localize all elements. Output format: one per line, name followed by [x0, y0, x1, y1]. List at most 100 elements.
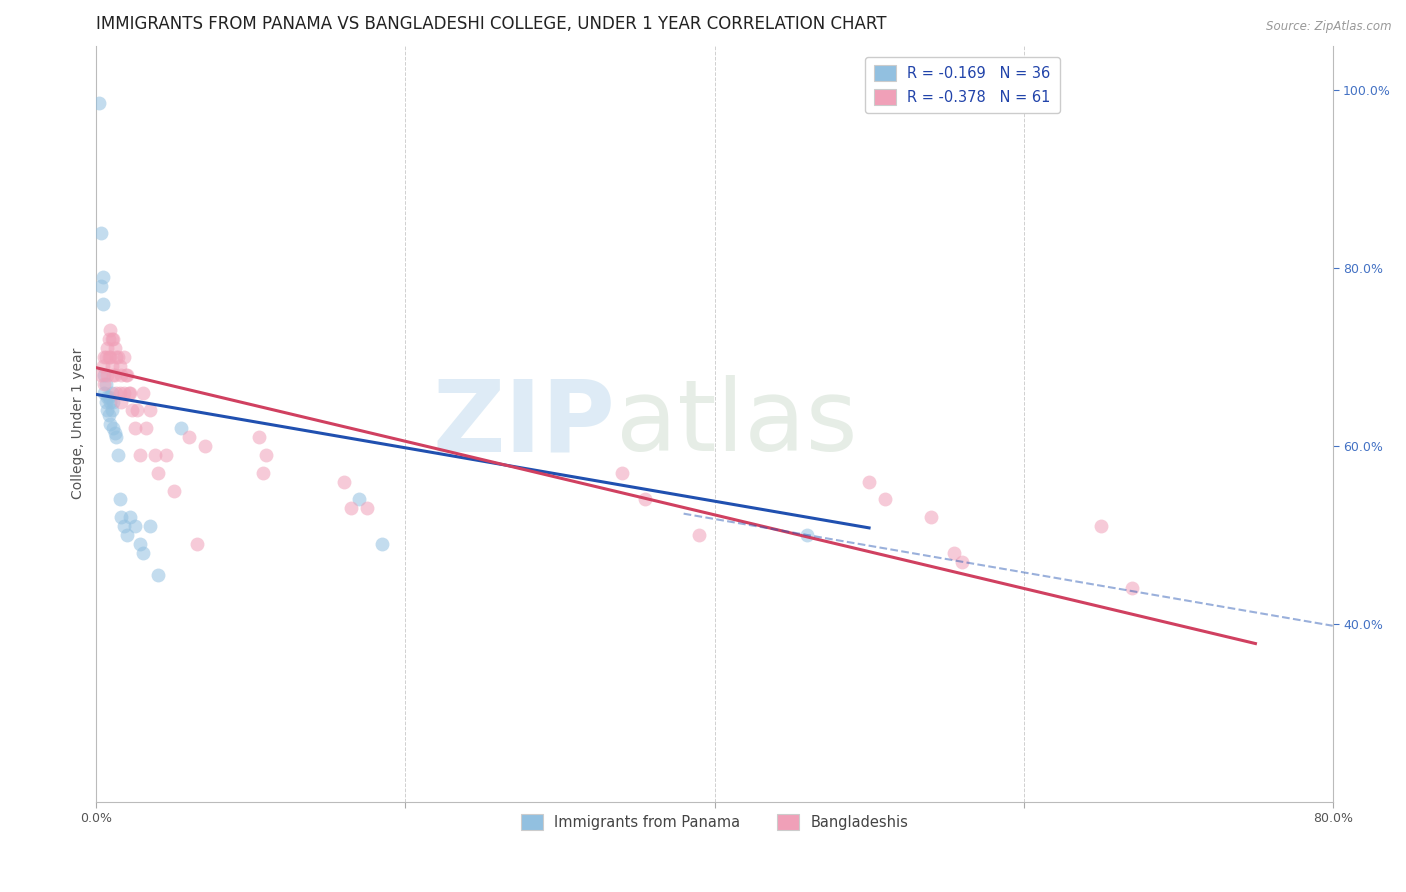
Point [103, 368, 125, 382]
Text: IMMIGRANTS FROM PANAMA VS BANGLADESHI COLLEGE, UNDER 1 YEAR CORRELATION CHART: IMMIGRANTS FROM PANAMA VS BANGLADESHI CO… [97, 15, 887, 33]
Point [97, 390, 120, 404]
Point [135, 421, 157, 435]
Point [920, 510, 942, 524]
Point [101, 385, 124, 400]
Point [688, 528, 710, 542]
Point [103, 421, 125, 435]
Point [91, 359, 114, 373]
Point [108, 492, 131, 507]
Point [93, 385, 115, 400]
Point [186, 537, 208, 551]
Point [96, 403, 118, 417]
Point [112, 350, 135, 364]
Point [107, 448, 129, 462]
Point [124, 519, 146, 533]
Point [105, 430, 128, 444]
Point [93, 376, 115, 391]
Point [105, 350, 128, 364]
Point [634, 492, 657, 507]
Point [91, 270, 114, 285]
Point [93, 350, 115, 364]
Point [610, 466, 633, 480]
Point [98, 394, 121, 409]
Point [943, 546, 966, 560]
Point [177, 430, 200, 444]
Point [89, 96, 111, 111]
Point [108, 385, 131, 400]
Point [101, 359, 124, 373]
Point [93, 368, 115, 382]
Point [98, 323, 121, 337]
Point [950, 555, 973, 569]
Point [91, 296, 114, 310]
Text: Source: ZipAtlas.com: Source: ZipAtlas.com [1267, 20, 1392, 33]
Point [170, 421, 193, 435]
Point [132, 546, 155, 560]
Point [103, 332, 125, 346]
Text: atlas: atlas [616, 376, 858, 472]
Point [96, 368, 118, 382]
Point [247, 430, 270, 444]
Point [1121, 582, 1143, 596]
Point [1090, 519, 1112, 533]
Point [97, 350, 120, 364]
Point [94, 350, 117, 364]
Point [124, 421, 146, 435]
Point [104, 368, 127, 382]
Point [110, 394, 132, 409]
Legend: Immigrants from Panama, Bangladeshis: Immigrants from Panama, Bangladeshis [515, 809, 914, 836]
Point [120, 385, 142, 400]
Point [104, 425, 127, 440]
Point [97, 332, 120, 346]
Point [139, 403, 162, 417]
Point [118, 385, 141, 400]
Point [873, 492, 896, 507]
Point [112, 519, 135, 533]
Point [112, 385, 135, 400]
Point [120, 510, 142, 524]
Point [128, 537, 150, 551]
Point [101, 403, 124, 417]
Point [110, 368, 132, 382]
Point [104, 341, 127, 355]
Point [193, 439, 215, 453]
Point [103, 394, 125, 409]
Point [162, 483, 184, 498]
Point [110, 510, 132, 524]
Point [155, 448, 177, 462]
Point [105, 385, 128, 400]
Point [96, 390, 118, 404]
Point [128, 448, 150, 462]
Point [340, 501, 363, 516]
Point [96, 341, 118, 355]
Point [94, 394, 117, 409]
Y-axis label: College, Under 1 year: College, Under 1 year [72, 348, 86, 500]
Point [90, 226, 112, 240]
Point [90, 279, 112, 293]
Point [796, 528, 818, 542]
Point [94, 376, 117, 391]
Point [97, 408, 120, 422]
Point [858, 475, 880, 489]
Point [125, 403, 148, 417]
Point [101, 332, 124, 346]
Point [117, 528, 139, 542]
Point [143, 448, 166, 462]
Point [356, 501, 378, 516]
Point [146, 466, 169, 480]
Point [252, 466, 274, 480]
Point [121, 403, 143, 417]
Point [98, 350, 121, 364]
Point [139, 519, 162, 533]
Point [98, 417, 121, 431]
Point [107, 350, 129, 364]
Point [254, 448, 277, 462]
Point [132, 385, 155, 400]
Point [146, 568, 169, 582]
Text: ZIP: ZIP [433, 376, 616, 472]
Point [90, 368, 112, 382]
Point [371, 537, 394, 551]
Point [332, 475, 354, 489]
Point [347, 492, 370, 507]
Point [108, 359, 131, 373]
